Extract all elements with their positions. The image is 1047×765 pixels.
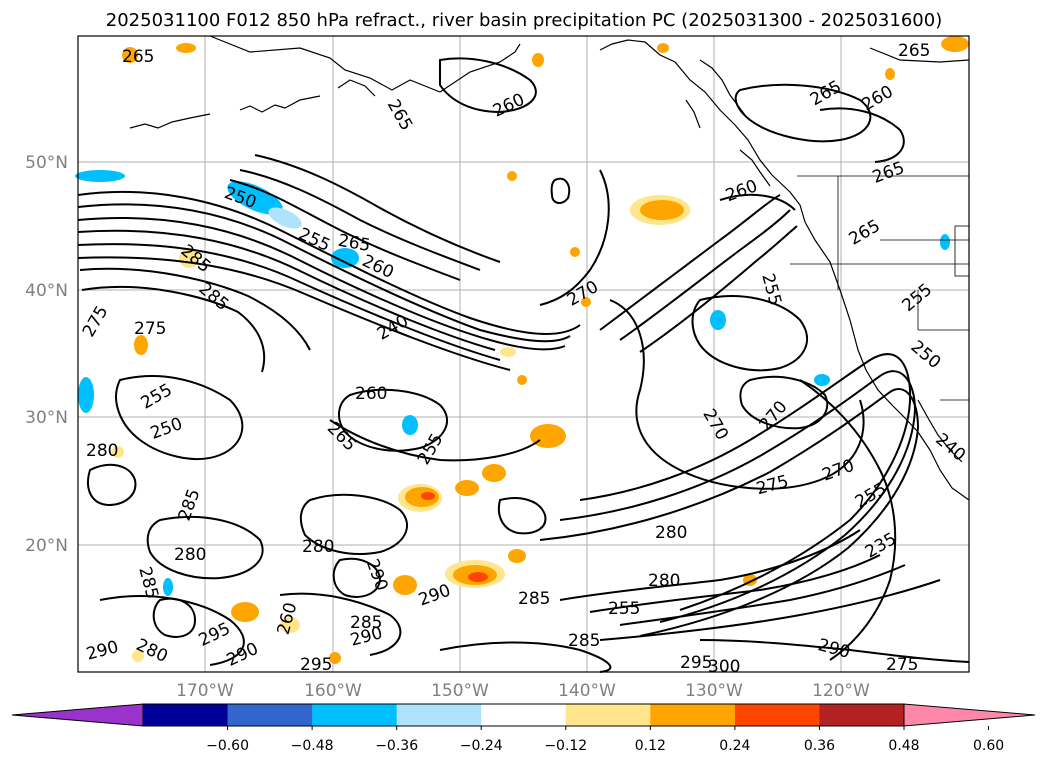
lon-label-150w: 150°W [431,681,489,701]
colorbar-outline-right [903,703,1036,727]
colorbar-tick-label: −0.48 [291,738,334,754]
colorbar-cell [396,704,482,726]
contour-label: 295 [680,653,712,673]
boundaries [790,175,970,401]
colorbar-cell [312,704,398,726]
lon-labels: 170°W 160°W 150°W 140°W 130°W 120°W [176,681,870,701]
graticule [78,36,969,672]
contour-label: 285 [350,613,382,633]
lon-label-130w: 130°W [685,681,743,701]
coastlines [129,35,970,501]
colorbar-cell [734,704,820,726]
contour-label: 280 [302,537,334,557]
lon-label-160w: 160°W [304,681,362,701]
contour-label: 300 [708,657,740,677]
colorbar-cell [481,704,567,726]
lat-label-20n: 20°N [25,536,68,556]
contour-label: 260 [355,384,387,404]
contour-label: 280 [655,523,687,543]
colorbar-cell [227,704,313,726]
map-panel: 265 265 260 265 265 260 265 260 250 255 … [75,35,970,677]
lat-label-30n: 30°N [25,408,68,428]
colorbar-cell [565,704,651,726]
colorbar-tick-label: −0.12 [544,738,587,754]
lat-label-40n: 40°N [25,281,68,301]
colorbar-tick-label: 0.48 [888,738,919,754]
lat-label-50n: 50°N [25,153,68,173]
contour-label: 275 [886,655,918,675]
contour-label: 280 [174,545,206,565]
contour-label: 275 [134,319,166,339]
colorbar-cell [143,704,229,726]
colorbar-tick-label: 0.36 [804,738,835,754]
contour-label: 265 [122,47,154,67]
colorbar-tick-label: −0.36 [375,738,418,754]
contour-label: 255 [608,599,640,619]
colorbar: −0.60 −0.48 −0.36 −0.24 −0.12 0.12 0.24 0.36 0.4… [11,703,1036,754]
colorbar-cell [650,704,736,726]
contour-label: 285 [568,631,600,651]
contour-label: 280 [648,571,680,591]
precip-fills [75,36,969,664]
colorbar-extend-low [12,704,143,726]
colorbar-tick-label: −0.60 [206,738,249,754]
contour-label: 295 [300,655,332,675]
contour-label: 285 [518,589,550,609]
colorbar-extend-high [904,704,1035,726]
lon-label-170w: 170°W [176,681,234,701]
map-frame [77,35,970,673]
colorbar-tick-label: 0.12 [635,738,666,754]
lon-label-120w: 120°W [812,681,870,701]
contour-label: 265 [898,41,930,61]
colorbar-cell [819,704,905,726]
lon-label-140w: 140°W [558,681,616,701]
map-title: 2025031100 F012 850 hPa refract., river … [106,10,942,31]
refractivity-contours [77,57,970,673]
colorbar-tick-label: −0.24 [460,738,503,754]
colorbar-tick-label: 0.24 [719,738,750,754]
contour-label: 280 [86,441,118,461]
colorbar-tick-label: 0.60 [973,738,1004,754]
lat-labels: 50°N 40°N 30°N 20°N [25,153,68,556]
